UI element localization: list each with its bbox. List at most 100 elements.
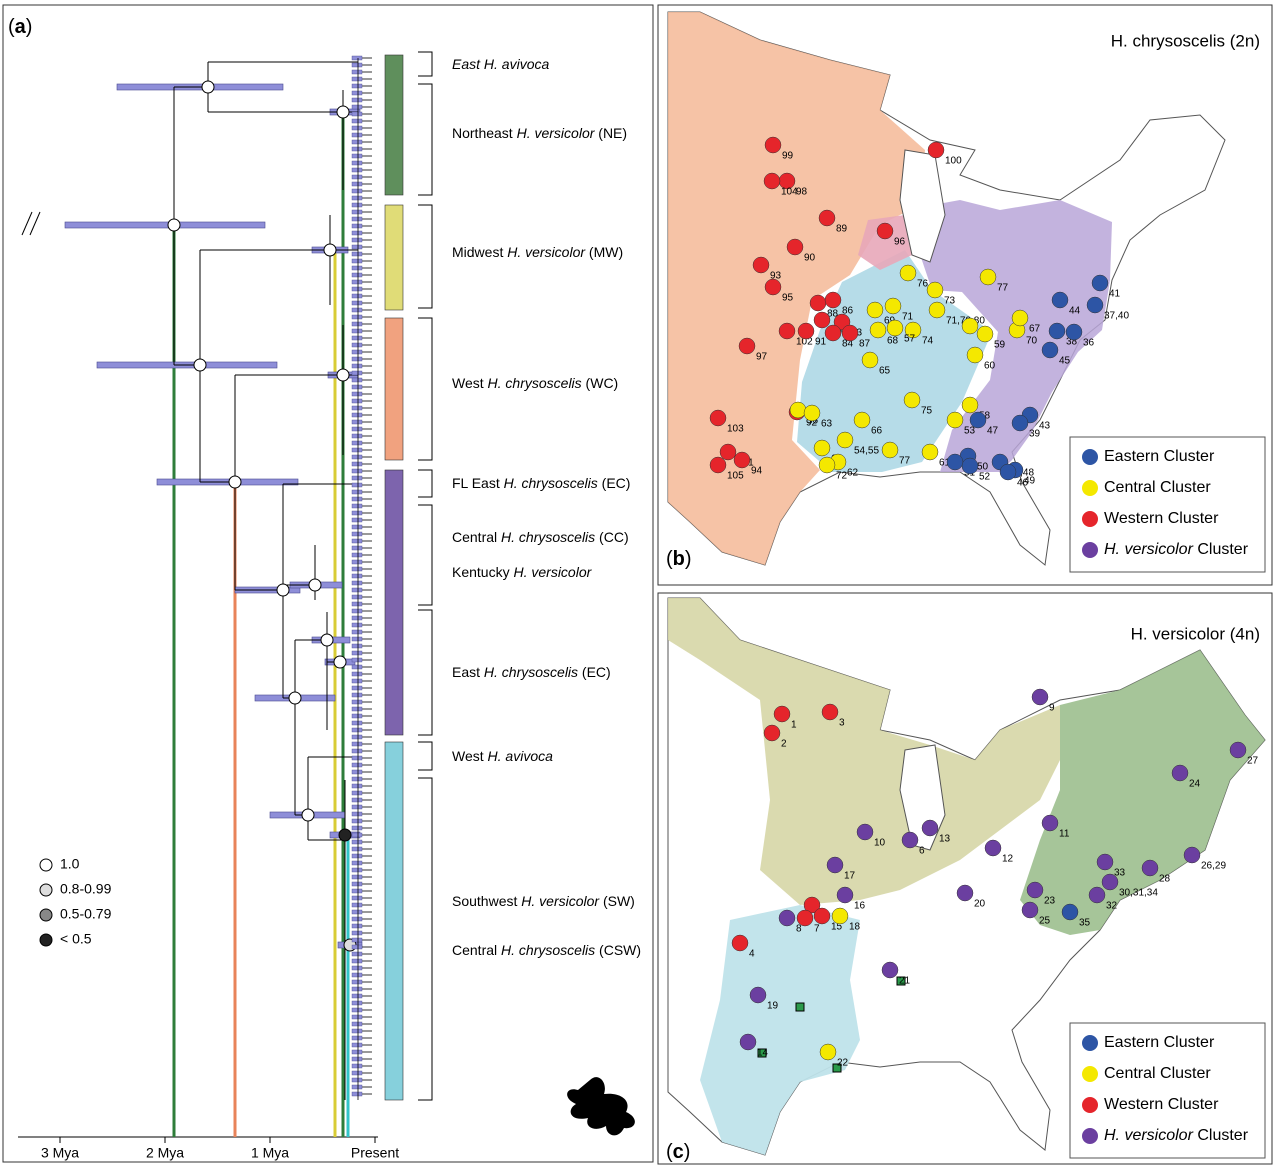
support-legend-symbol xyxy=(40,934,52,946)
site-pie xyxy=(1087,297,1103,313)
site-label: 62 xyxy=(847,468,859,479)
tip-bar xyxy=(352,819,362,823)
tip-bar xyxy=(352,371,362,375)
axis-tick-label: 1 Mya xyxy=(251,1145,289,1161)
tip-bar xyxy=(352,798,362,802)
tip-bar xyxy=(352,196,362,200)
tip-bar xyxy=(352,399,362,403)
site-pie xyxy=(732,935,748,951)
tip-bar xyxy=(352,665,362,669)
legend-symbol xyxy=(1082,542,1098,558)
site-label: 72 xyxy=(836,471,848,482)
text-part: (WC) xyxy=(582,375,619,391)
tip-bar xyxy=(352,266,362,270)
tip-bar xyxy=(352,434,362,438)
text-part: (NE) xyxy=(594,125,627,141)
site-pie xyxy=(753,257,769,273)
site-label: 30,31,34 xyxy=(1119,888,1158,899)
site-pie xyxy=(798,323,814,339)
text-part: H. chrysoscelis xyxy=(504,475,598,491)
legend-label: Western Cluster xyxy=(1104,1096,1219,1113)
tip-bar xyxy=(352,140,362,144)
support-node xyxy=(337,369,349,381)
site-label: 36 xyxy=(1083,338,1095,349)
site-pie xyxy=(980,269,996,285)
site-pie xyxy=(1142,860,1158,876)
site-pie xyxy=(1097,854,1113,870)
text-part: H. versicolor xyxy=(513,564,592,580)
tip-bar xyxy=(352,504,362,508)
site-label: 74 xyxy=(922,336,934,347)
site-pie xyxy=(885,298,901,314)
site-label: 39 xyxy=(1029,429,1041,440)
site-label: 76 xyxy=(917,279,929,290)
site-label: 68 xyxy=(887,336,899,347)
site-pie xyxy=(900,265,916,281)
tip-bar xyxy=(352,728,362,732)
tip-bar xyxy=(352,609,362,613)
site-pie xyxy=(804,405,820,421)
tip-bar xyxy=(352,749,362,753)
legend-label: Eastern Cluster xyxy=(1104,1034,1215,1051)
support-node xyxy=(309,579,321,591)
tip-bar xyxy=(352,133,362,137)
site-label: 73 xyxy=(944,296,956,307)
site-pie xyxy=(927,282,943,298)
site-label: 44 xyxy=(1069,306,1081,317)
site-label: 24 xyxy=(1189,779,1201,790)
site-label: 17 xyxy=(844,871,856,882)
text-part: Cluster xyxy=(1193,541,1249,558)
site-label: 45 xyxy=(1059,356,1071,367)
panel-label: (b) xyxy=(666,548,692,570)
tip-bar xyxy=(352,812,362,816)
site-pie xyxy=(1049,323,1065,339)
site-pie xyxy=(790,402,806,418)
support-node xyxy=(302,809,314,821)
clade-bracket xyxy=(418,318,432,460)
site-label: 23 xyxy=(1044,896,1056,907)
site-pie xyxy=(957,885,973,901)
panel-label: (c) xyxy=(666,1141,690,1163)
clade-label: Kentucky H. versicolor xyxy=(452,564,593,580)
axis-break xyxy=(22,212,32,235)
site-label: 7 xyxy=(814,924,820,935)
site-pie xyxy=(837,887,853,903)
tip-bar xyxy=(352,182,362,186)
site-pie xyxy=(734,452,750,468)
site-label: 65 xyxy=(879,366,891,377)
tip-bar xyxy=(352,560,362,564)
site-pie xyxy=(814,908,830,924)
legend-label: H. versicolor Cluster xyxy=(1104,1127,1249,1144)
site-label: 87 xyxy=(859,339,871,350)
site-label: 77 xyxy=(899,456,911,467)
legend-symbol xyxy=(1082,1128,1098,1144)
tip-bar xyxy=(352,119,362,123)
site-pie xyxy=(779,323,795,339)
legend-label: Western Cluster xyxy=(1104,510,1219,527)
support-legend-label: 1.0 xyxy=(60,856,80,872)
map-title: H. versicolor (4n) xyxy=(1131,624,1260,643)
tip-bar xyxy=(352,518,362,522)
site-label: 37,40 xyxy=(1104,311,1129,322)
text-part: West xyxy=(452,748,488,764)
text-part: Central Cluster xyxy=(1104,1065,1211,1082)
text-part: (SW) xyxy=(599,893,635,909)
legend-label: Central Cluster xyxy=(1104,479,1211,496)
site-label: 12 xyxy=(1002,854,1014,865)
tip-bar xyxy=(352,91,362,95)
tip-bar xyxy=(352,1029,362,1033)
site-label: 27 xyxy=(1247,756,1259,767)
site-label: 91 xyxy=(815,337,827,348)
text-part: (EC) xyxy=(578,664,611,680)
tip-bar xyxy=(352,756,362,760)
text-part: Eastern Cluster xyxy=(1104,448,1215,465)
tip-bar xyxy=(352,574,362,578)
tip-bar xyxy=(352,420,362,424)
tip-bar xyxy=(352,329,362,333)
tip-bar xyxy=(352,882,362,886)
site-label: 22 xyxy=(837,1058,849,1069)
site-pie xyxy=(825,292,841,308)
text-part: (CSW) xyxy=(595,942,641,958)
clade-bracket xyxy=(418,742,432,770)
axis-tick-label: 2 Mya xyxy=(146,1145,184,1161)
